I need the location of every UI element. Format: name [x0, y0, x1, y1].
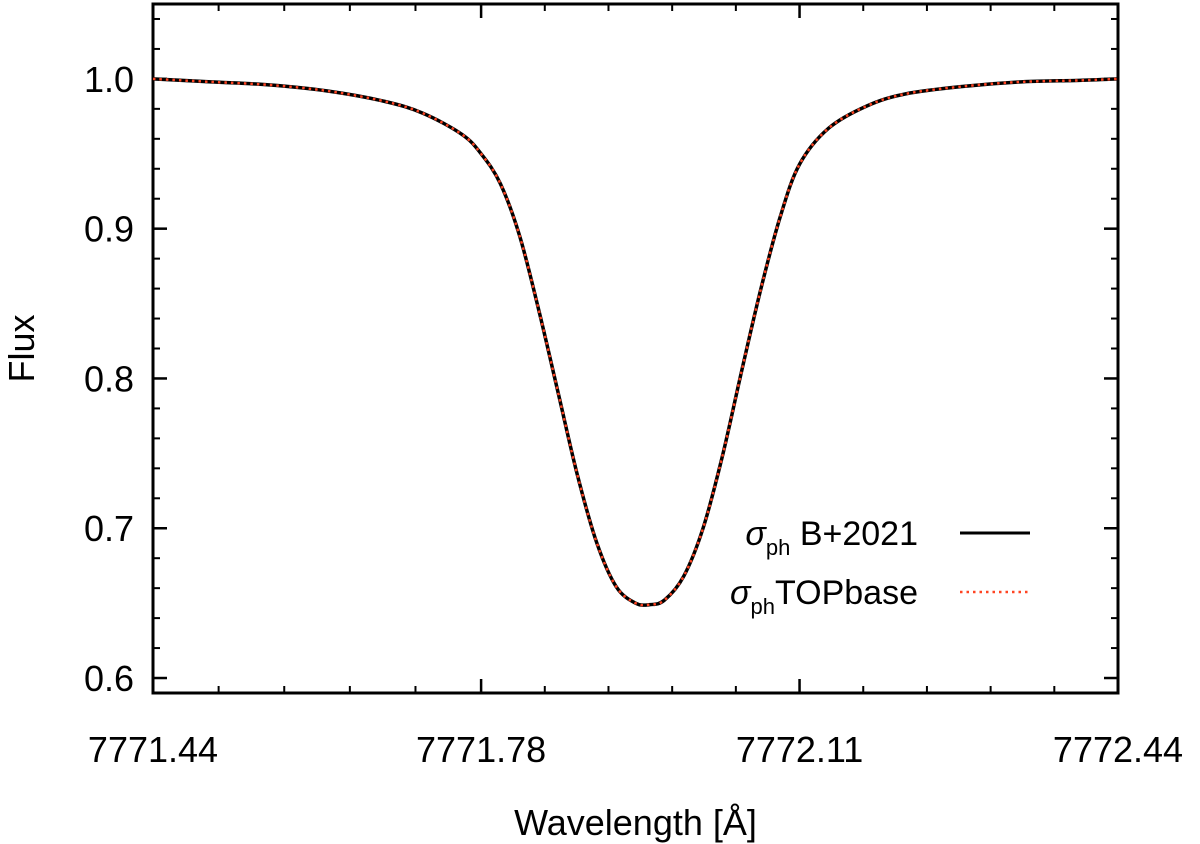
- y-tick-label: 1.0: [84, 59, 134, 100]
- y-tick-label: 0.9: [84, 209, 134, 250]
- legend-label-2: σphTOPbase: [730, 574, 918, 619]
- y-tick-labels: 0.6 0.7 0.8 0.9 1.0: [84, 59, 134, 699]
- x-tick-label: 7771.44: [88, 729, 218, 770]
- y-tick-label: 0.8: [84, 358, 134, 399]
- major-ticks: [151, 4, 1120, 693]
- y-tick-label: 0.6: [84, 658, 134, 699]
- x-tick-label: 7772.11: [736, 729, 863, 770]
- legend: σph B+2021 σphTOPbase: [730, 515, 1030, 619]
- x-tick-label: 7771.78: [416, 729, 546, 770]
- series-line-2: [152, 77, 1119, 607]
- x-tick-labels: 7771.44 7771.78 7772.11 7772.44: [88, 729, 1183, 770]
- legend-label-1: σph B+2021: [745, 515, 918, 560]
- y-axis-title: Flux: [1, 314, 42, 382]
- minor-ticks: [153, 4, 1118, 693]
- plot-frame: [151, 2, 1120, 695]
- series-group: [152, 77, 1119, 607]
- x-axis-title: Wavelength [Å]: [514, 802, 757, 843]
- plot-area: [151, 2, 1120, 695]
- y-tick-label: 0.7: [84, 508, 134, 549]
- series-line-1: [152, 77, 1119, 607]
- x-tick-label: 7772.44: [1053, 729, 1183, 770]
